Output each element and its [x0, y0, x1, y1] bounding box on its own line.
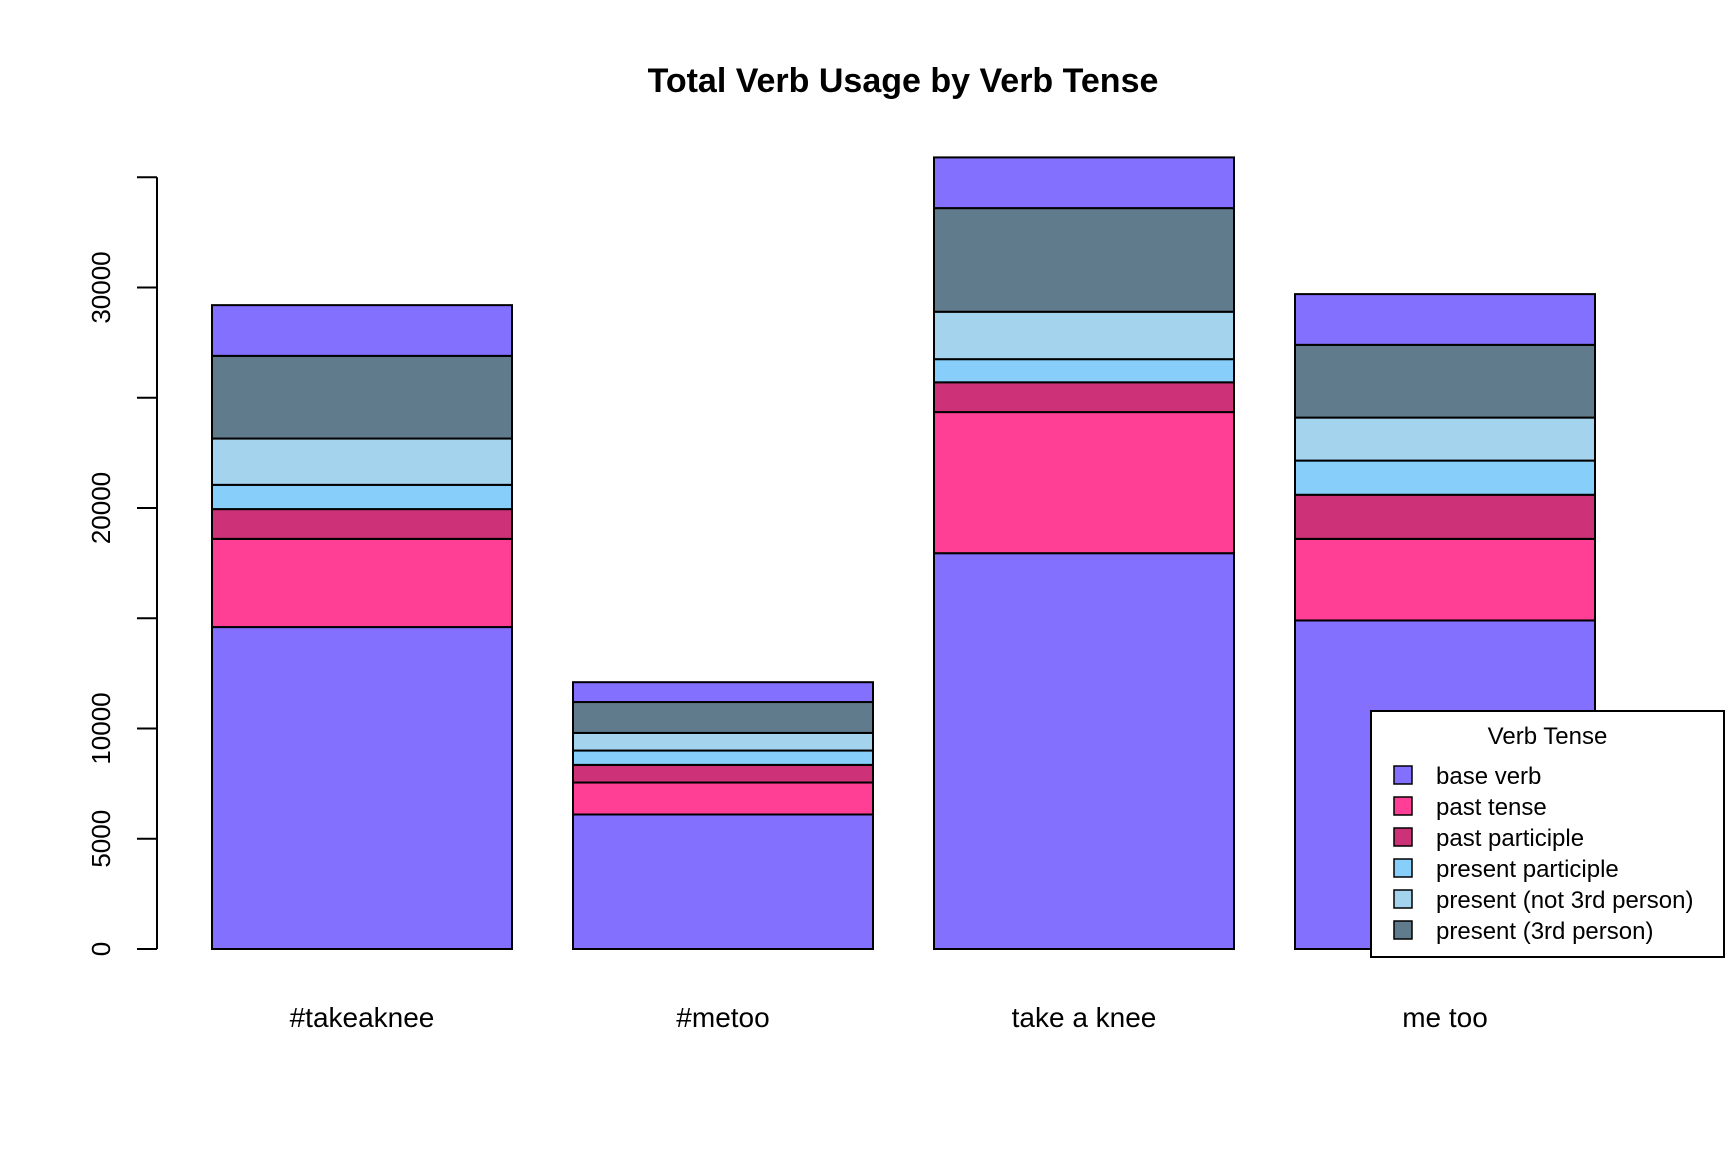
legend-label: past participle: [1436, 825, 1584, 852]
bar-segment: [572, 763, 874, 784]
bar-segment: [572, 781, 874, 816]
bar-segment: [933, 381, 1235, 414]
bar-segment: [933, 156, 1235, 210]
legend-label: base verb: [1436, 763, 1541, 790]
legend-label: present (3rd person): [1436, 918, 1653, 945]
bar-segment: [933, 411, 1235, 555]
legend-swatch: [1393, 858, 1413, 878]
y-tick-label: 30000: [86, 251, 116, 323]
bar-segment: [1294, 493, 1596, 540]
y-tick-label: 5000: [86, 810, 116, 868]
bar-segment: [572, 813, 874, 950]
y-tick-label: 10000: [86, 692, 116, 764]
legend: Verb Tense base verb past tense past partic…: [1370, 710, 1725, 958]
bar-segment: [572, 701, 874, 734]
x-tick-label: me too: [1402, 1002, 1488, 1033]
y-tick-label: 20000: [86, 472, 116, 544]
legend-title: Verb Tense: [1488, 723, 1608, 750]
bar-segment: [1294, 537, 1596, 622]
bar-segment: [211, 354, 513, 440]
legend-label: present participle: [1436, 856, 1619, 883]
bar-segment: [572, 681, 874, 704]
bar-segment: [211, 304, 513, 357]
bar-segment: [211, 483, 513, 511]
bar-segment: [933, 552, 1235, 950]
x-tick-label: take a knee: [1012, 1002, 1157, 1033]
bar-segment: [933, 310, 1235, 361]
bar-segment: [572, 749, 874, 766]
bar-segment: [933, 207, 1235, 313]
bar-segment: [933, 358, 1235, 384]
legend-swatch: [1393, 920, 1413, 940]
legend-label: present (not 3rd person): [1436, 887, 1693, 914]
x-tick-label: #takeaknee: [290, 1002, 435, 1033]
legend-label: past tense: [1436, 794, 1547, 821]
legend-swatch: [1393, 796, 1413, 816]
y-axis: 0 5000 10000 20000 30000: [86, 176, 158, 956]
bar-segment: [1294, 459, 1596, 496]
bar-segment: [211, 437, 513, 486]
bar-segment: [1294, 416, 1596, 462]
bar-segment: [572, 731, 874, 752]
x-axis-labels: #takeaknee #metoo take a knee me too: [290, 1002, 1488, 1033]
bar-segment: [1294, 343, 1596, 419]
legend-swatch: [1393, 889, 1413, 909]
bar-segment: [1294, 293, 1596, 346]
bar-segment: [211, 537, 513, 629]
legend-box: [1370, 710, 1725, 958]
legend-swatch: [1393, 765, 1413, 785]
x-tick-label: #metoo: [676, 1002, 769, 1033]
bar-segment: [211, 626, 513, 950]
bar-segment: [211, 508, 513, 540]
chart-title: Total Verb Usage by Verb Tense: [648, 62, 1159, 100]
legend-swatch: [1393, 827, 1413, 847]
y-tick-label: 0: [86, 942, 116, 956]
